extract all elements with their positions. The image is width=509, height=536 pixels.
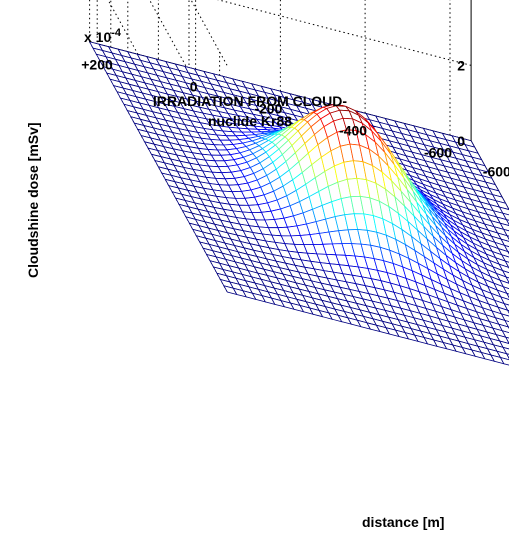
surface-cell <box>505 276 509 284</box>
y-tick-label: -400 <box>339 122 367 138</box>
chart-title-line1: IRRADIATION FROM CLOUD- <box>153 93 347 109</box>
chart-title-line2: nuclide Kr88 <box>208 113 292 129</box>
surface-cell <box>499 356 509 366</box>
z-exponent-base: x 10 <box>84 29 111 45</box>
z-axis-label: Cloudshine dose [mSv] <box>25 122 41 278</box>
z-exponent-power: -4 <box>111 27 122 39</box>
surface-cell <box>505 218 509 226</box>
surface-cell <box>506 292 509 299</box>
z-tick-label: 0 <box>457 133 465 149</box>
x-axis-label: distance [m] <box>362 514 444 530</box>
surface-cell <box>505 353 509 359</box>
y-tick-label: +200 <box>81 56 113 72</box>
y-tick-label: 0 <box>190 78 198 94</box>
z-tick-label: 2 <box>457 57 465 73</box>
x-tick-label: -600 <box>483 164 509 180</box>
surface-mesh <box>88 41 509 366</box>
y-tick-label: -600 <box>424 144 452 160</box>
y-tick-label: -200 <box>254 100 282 116</box>
z-exponent-label: x 10-4 <box>84 27 122 45</box>
